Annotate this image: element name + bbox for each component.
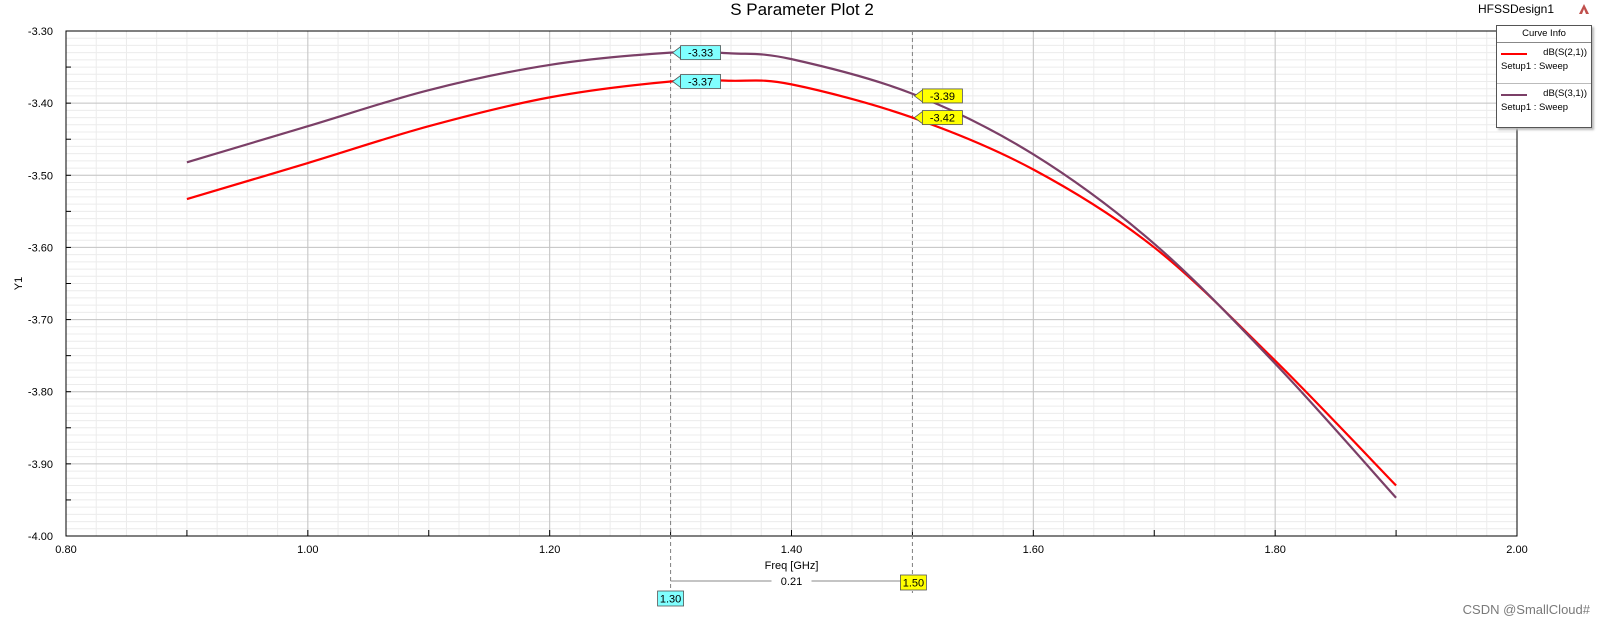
x-marker-box: [900, 574, 927, 591]
x-marker-label: 1.50: [903, 578, 924, 590]
marker-label-box: [922, 110, 963, 125]
marker-label-text: -3.39: [930, 91, 955, 103]
design-name: HFSSDesign1: [1477, 2, 1554, 16]
marker-label-text: -3.42: [930, 113, 955, 125]
x-marker-label: 1.30: [660, 594, 681, 606]
legend-title: Curve Info: [1497, 26, 1591, 43]
legend-entry[interactable]: dB(S(2,1)) Setup1 : Sweep: [1497, 43, 1591, 84]
legend-swatch: [1501, 53, 1527, 55]
y-tick-label: -4.00: [28, 531, 53, 543]
y-tick-label: -3.80: [28, 387, 53, 399]
legend-entry-setup: Setup1 : Sweep: [1501, 102, 1569, 113]
delta-label: 0.21: [781, 576, 802, 588]
marker-value-label: -3.33: [671, 45, 721, 61]
x-tick-label: 1.60: [1023, 544, 1044, 556]
series-line-s31: [186, 50, 1397, 499]
x-marker-box: [657, 590, 684, 607]
marker-label-text: -3.37: [688, 77, 713, 89]
y-axis-label: Y1: [13, 277, 25, 290]
x-tick-label: 0.80: [55, 544, 76, 556]
legend-entry-name: dB(S(3,1)): [1543, 88, 1587, 99]
watermark: CSDN @SmallCloud#: [1462, 602, 1590, 617]
delta-label-bg: [771, 574, 812, 588]
marker-value-label: -3.42: [913, 110, 963, 125]
marker-label-text: -3.33: [688, 48, 713, 60]
marker-label-box: [680, 45, 721, 61]
y-tick-label: -3.50: [28, 170, 53, 182]
legend-entry-setup: Setup1 : Sweep: [1501, 61, 1569, 72]
y-tick-label: -3.70: [28, 315, 53, 327]
y-tick-label: -3.60: [28, 242, 53, 254]
legend-entry-name: dB(S(2,1)): [1543, 47, 1587, 58]
y-tick-label: -3.30: [28, 26, 53, 38]
legend[interactable]: Curve Info dB(S(2,1)) Setup1 : Sweep dB(…: [1496, 25, 1592, 128]
y-tick-label: -3.40: [28, 98, 53, 110]
legend-entry[interactable]: dB(S(3,1)) Setup1 : Sweep: [1497, 84, 1591, 124]
x-tick-label: 1.80: [1264, 544, 1285, 556]
x-tick-label: 1.00: [297, 544, 318, 556]
marker-label-box: [680, 74, 721, 89]
x-tick-label: 2.00: [1506, 544, 1527, 556]
y-tick-label: -3.90: [28, 459, 53, 471]
marker-label-box: [922, 88, 963, 104]
x-tick-label: 1.20: [539, 544, 560, 556]
ansys-logo-icon: [1579, 4, 1589, 14]
marker-value-label: -3.39: [913, 88, 963, 104]
legend-swatch: [1501, 94, 1527, 96]
x-axis-label: Freq [GHz]: [765, 560, 819, 572]
x-tick-label: 1.40: [781, 544, 802, 556]
marker-value-label: -3.37: [671, 74, 721, 89]
chart-title: S Parameter Plot 2: [730, 0, 874, 19]
